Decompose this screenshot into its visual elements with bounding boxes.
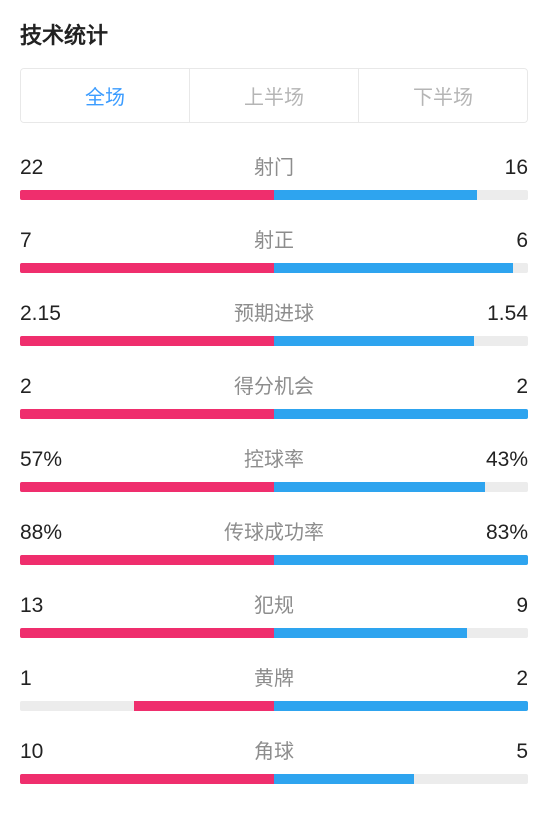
stat-away-value: 16	[468, 156, 528, 180]
stat-home-value: 88%	[20, 521, 80, 545]
stat-home-value: 10	[20, 740, 80, 764]
stat-labels: 88%传球成功率83%	[20, 516, 528, 545]
tab-period-0[interactable]: 全场	[21, 69, 189, 122]
stat-bar	[20, 190, 528, 200]
stat-labels: 1黄牌2	[20, 662, 528, 691]
stat-away-value: 2	[468, 667, 528, 691]
stat-labels: 57%控球率43%	[20, 443, 528, 472]
stat-bar	[20, 482, 528, 492]
stat-bar-home	[20, 409, 274, 419]
tab-period-1[interactable]: 上半场	[189, 69, 358, 122]
stat-away-value: 9	[468, 594, 528, 618]
stats-list: 22射门167射正62.15预期进球1.542得分机会257%控球率43%88%…	[20, 151, 528, 808]
stat-bar-away	[274, 701, 528, 711]
stat-row: 88%传球成功率83%	[20, 516, 528, 565]
stat-bar-away	[274, 409, 528, 419]
stat-row: 7射正6	[20, 224, 528, 273]
stat-bar	[20, 701, 528, 711]
stat-bar-away	[274, 628, 467, 638]
stat-away-value: 6	[468, 229, 528, 253]
stat-bar	[20, 774, 528, 784]
stat-home-value: 22	[20, 156, 80, 180]
stat-home-value: 57%	[20, 448, 80, 472]
stat-labels: 7射正6	[20, 224, 528, 253]
stat-home-value: 13	[20, 594, 80, 618]
stat-bar-away	[274, 555, 528, 565]
stat-labels: 2.15预期进球1.54	[20, 297, 528, 326]
stat-row: 1黄牌2	[20, 662, 528, 711]
stat-label: 得分机会	[80, 370, 468, 399]
stat-away-value: 43%	[468, 448, 528, 472]
stat-home-value: 2.15	[20, 302, 80, 326]
panel-title: 技术统计	[20, 18, 528, 50]
stat-row: 2得分机会2	[20, 370, 528, 419]
stat-bar-away	[274, 482, 485, 492]
stat-row: 10角球5	[20, 735, 528, 784]
stat-bar-away	[274, 190, 477, 200]
stats-panel: 技术统计 全场上半场下半场 22射门167射正62.15预期进球1.542得分机…	[0, 0, 548, 818]
stat-away-value: 1.54	[468, 302, 528, 326]
stat-bar-home	[20, 555, 274, 565]
stat-bar	[20, 628, 528, 638]
stat-away-value: 83%	[468, 521, 528, 545]
stat-bar-home	[20, 336, 274, 346]
stat-home-value: 7	[20, 229, 80, 253]
stat-bar-home	[20, 628, 274, 638]
stat-labels: 13犯规9	[20, 589, 528, 618]
stat-label: 犯规	[80, 589, 468, 618]
stat-bar-home	[20, 190, 274, 200]
stat-label: 角球	[80, 735, 468, 764]
stat-home-value: 2	[20, 375, 80, 399]
stat-row: 22射门16	[20, 151, 528, 200]
stat-row: 57%控球率43%	[20, 443, 528, 492]
stat-bar	[20, 555, 528, 565]
tab-period-2[interactable]: 下半场	[358, 69, 527, 122]
stat-label: 射正	[80, 224, 468, 253]
stat-away-value: 5	[468, 740, 528, 764]
stat-bar-away	[274, 774, 414, 784]
stat-label: 射门	[80, 151, 468, 180]
period-tabs: 全场上半场下半场	[20, 68, 528, 123]
stat-labels: 22射门16	[20, 151, 528, 180]
stat-row: 13犯规9	[20, 589, 528, 638]
stat-row: 2.15预期进球1.54	[20, 297, 528, 346]
stat-away-value: 2	[468, 375, 528, 399]
stat-bar	[20, 336, 528, 346]
stat-label: 黄牌	[80, 662, 468, 691]
stat-label: 传球成功率	[80, 516, 468, 545]
stat-labels: 10角球5	[20, 735, 528, 764]
stat-bar-away	[274, 263, 513, 273]
stat-labels: 2得分机会2	[20, 370, 528, 399]
stat-bar	[20, 409, 528, 419]
stat-bar	[20, 263, 528, 273]
stat-bar-away	[274, 336, 474, 346]
stat-bar-home	[20, 774, 274, 784]
stat-bar-home	[20, 482, 274, 492]
stat-bar-home	[20, 263, 274, 273]
stat-home-value: 1	[20, 667, 80, 691]
stat-label: 预期进球	[80, 297, 468, 326]
stat-label: 控球率	[80, 443, 468, 472]
stat-bar-home	[134, 701, 274, 711]
